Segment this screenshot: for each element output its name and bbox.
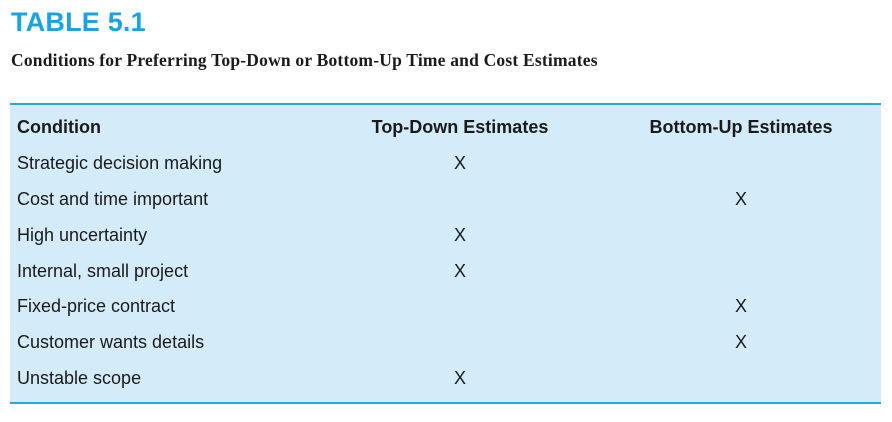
top-down-mark: [319, 289, 601, 325]
condition-cell: High uncertainty: [17, 224, 148, 245]
top-down-mark: [319, 182, 601, 218]
bottom-up-mark: X: [734, 296, 747, 317]
estimates-table: Condition Top-Down Estimates Bottom-Up E…: [10, 110, 881, 396]
bottom-up-mark: [601, 253, 881, 289]
bottom-up-mark: [601, 361, 881, 397]
condition-cell: Strategic decision making: [17, 153, 223, 174]
table-caption: Conditions for Preferring Top-Down or Bo…: [11, 50, 598, 70]
table-row: High uncertainty X: [10, 217, 881, 253]
top-down-mark: X: [453, 260, 466, 281]
condition-cell: Internal, small project: [17, 260, 189, 281]
bottom-up-mark: X: [734, 332, 747, 353]
top-down-mark: X: [453, 153, 466, 174]
table-row: Unstable scope X: [10, 361, 881, 397]
table-row: Strategic decision making X: [10, 146, 881, 182]
table-row: Customer wants details X: [10, 325, 881, 361]
column-header-top-down: Top-Down Estimates: [371, 117, 549, 138]
column-header-condition: Condition: [17, 117, 101, 138]
table-row: Fixed-price contract X: [10, 289, 881, 325]
table-row: Internal, small project X: [10, 253, 881, 289]
bottom-up-mark: [601, 146, 881, 182]
bottom-up-mark: [601, 217, 881, 253]
table-number: TABLE 5.1: [11, 7, 146, 37]
bottom-up-mark: X: [734, 188, 747, 209]
condition-cell: Unstable scope: [17, 367, 142, 388]
top-down-mark: X: [453, 224, 466, 245]
table-header-row: Condition Top-Down Estimates Bottom-Up E…: [10, 110, 881, 146]
condition-cell: Cost and time important: [17, 188, 209, 209]
condition-cell: Fixed-price contract: [17, 296, 176, 317]
top-down-mark: [319, 325, 601, 361]
column-header-bottom-up: Bottom-Up Estimates: [649, 117, 833, 138]
table-row: Cost and time important X: [10, 182, 881, 218]
condition-cell: Customer wants details: [17, 332, 205, 353]
estimates-table-box: Condition Top-Down Estimates Bottom-Up E…: [10, 103, 881, 404]
top-down-mark: X: [453, 367, 466, 388]
